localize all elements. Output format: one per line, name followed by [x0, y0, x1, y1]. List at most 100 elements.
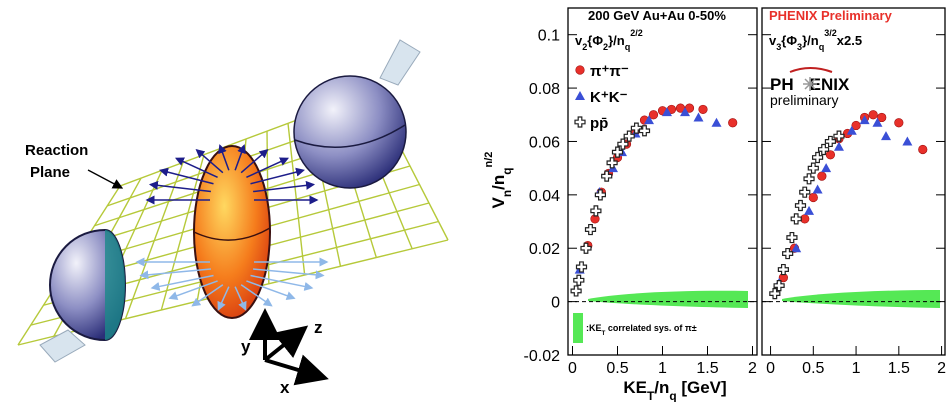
t: v — [769, 33, 777, 48]
flow-arrow — [191, 284, 224, 307]
logo-star — [803, 77, 817, 91]
sphere-line — [294, 124, 406, 149]
flow-arrow — [234, 144, 246, 171]
point — [918, 144, 928, 155]
t: q — [669, 389, 676, 402]
axis-arrow — [264, 354, 329, 386]
point — [894, 118, 904, 128]
flow-arrows — [135, 144, 329, 311]
point — [825, 150, 836, 160]
point — [794, 199, 807, 212]
flow-arrow — [150, 274, 214, 291]
flow-arrow — [250, 274, 314, 291]
point — [693, 112, 704, 122]
y-tick-label: 0.06 — [529, 134, 560, 151]
point — [902, 136, 913, 146]
point — [821, 163, 832, 173]
point — [728, 118, 738, 128]
panel-subtitle: v3{Φ3}/nq3/2x2.5 — [769, 28, 862, 52]
legend-marker — [575, 91, 585, 100]
t: n/2 — [483, 152, 495, 168]
flow-arrow — [240, 148, 269, 174]
point — [777, 263, 789, 276]
y-tick-label: 0.08 — [529, 81, 560, 98]
point — [859, 115, 870, 125]
point — [868, 110, 878, 120]
t: V — [489, 196, 508, 208]
sys-band — [588, 290, 748, 308]
t: T — [647, 389, 655, 402]
point — [851, 120, 861, 131]
t: 2 — [603, 42, 608, 52]
axis-arrow — [263, 325, 309, 362]
t: q — [500, 167, 514, 174]
x-tick-label: 0 — [766, 360, 775, 377]
point — [872, 117, 883, 127]
t: }/n — [608, 33, 625, 48]
flow-arrow — [253, 180, 316, 193]
y-tick-label: 0.04 — [529, 188, 560, 205]
panel-title: 200 GeV Au+Au 0-50% — [588, 8, 726, 23]
sys-band — [782, 290, 940, 308]
point — [786, 231, 798, 244]
x-tick-label: 0.5 — [802, 360, 824, 377]
flow-arrow — [195, 148, 224, 174]
t: /n — [489, 175, 508, 190]
t: {Φ — [781, 33, 797, 48]
x-tick-label: 1 — [658, 360, 667, 377]
y-tick-label: -0.02 — [524, 348, 561, 365]
t: 2/2 — [630, 28, 643, 38]
x-tick-label: 2 — [937, 360, 946, 377]
point — [833, 141, 844, 151]
t: /n — [654, 378, 669, 397]
point — [812, 184, 823, 194]
logo-arc — [789, 67, 833, 73]
point — [877, 112, 887, 123]
flow-arrow — [168, 280, 218, 300]
t: :KE — [586, 323, 602, 333]
point — [575, 261, 588, 273]
flow-arrow — [148, 180, 211, 193]
x-tick-label: 1.5 — [888, 360, 910, 377]
x-tick-label: 2 — [748, 360, 757, 377]
label-arrow — [87, 169, 124, 189]
plane-label: Plane — [30, 164, 70, 181]
point — [580, 242, 592, 254]
legend-label: K⁺K⁻ — [590, 89, 628, 106]
t: T — [602, 330, 606, 337]
point — [644, 115, 654, 125]
point — [630, 122, 642, 134]
point — [791, 243, 802, 253]
point — [803, 173, 815, 185]
point — [782, 247, 794, 260]
diagram: Reaction Plane x y z — [17, 39, 449, 397]
legend-label: π⁺π⁻ — [590, 63, 629, 80]
y-tick-label: 0 — [551, 295, 560, 312]
t: KE — [623, 378, 647, 397]
point — [573, 274, 585, 286]
motion-arrow — [379, 39, 421, 86]
x-tick-label: 0.5 — [606, 360, 628, 377]
axis-label: x — [280, 378, 290, 397]
y-axis-label: Vn/nq n/2 — [483, 152, 514, 209]
point — [606, 157, 618, 169]
t: 3/2 — [824, 28, 837, 38]
point — [811, 151, 824, 164]
t: 3 — [797, 42, 802, 52]
logo: PH ENIX — [770, 75, 850, 94]
y-tick-label: 0.1 — [538, 28, 560, 45]
t: ENIX — [810, 75, 850, 94]
point — [584, 223, 597, 236]
t: x2.5 — [837, 33, 862, 48]
point — [773, 280, 785, 292]
point — [790, 213, 802, 225]
point — [807, 162, 819, 174]
sys-band-key — [573, 313, 583, 343]
t: PH — [770, 75, 794, 94]
point — [833, 130, 845, 142]
legend-marker — [575, 65, 585, 75]
point — [817, 171, 827, 181]
point — [711, 117, 722, 127]
x-axis-label: KET/nq [GeV] — [623, 378, 726, 402]
x-tick-label: 1 — [852, 360, 861, 377]
